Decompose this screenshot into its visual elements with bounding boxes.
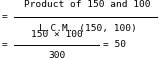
Text: =: = — [2, 40, 7, 49]
Text: =: = — [2, 12, 7, 21]
Text: L.C.M. (150, 100): L.C.M. (150, 100) — [39, 24, 136, 33]
Text: Product of 150 and 100: Product of 150 and 100 — [24, 0, 151, 9]
Text: 300: 300 — [49, 51, 66, 59]
Text: 150 × 100: 150 × 100 — [31, 30, 83, 39]
Text: = 50: = 50 — [103, 40, 126, 49]
